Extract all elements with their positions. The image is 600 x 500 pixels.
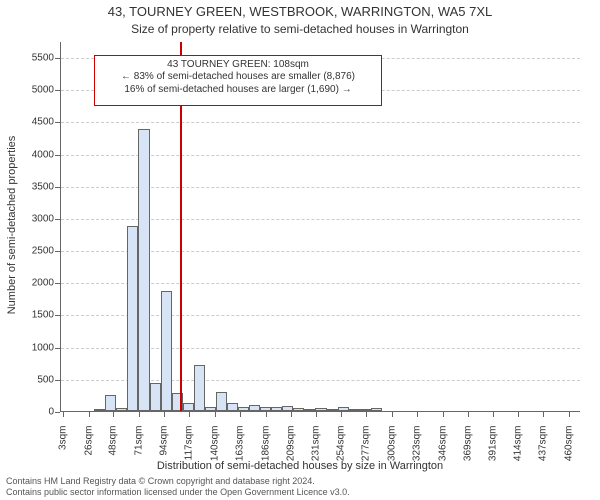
histogram-bar <box>138 129 149 411</box>
xtick-mark <box>189 412 190 417</box>
chart-title-sub: Size of property relative to semi-detach… <box>0 22 600 36</box>
ytick-mark <box>55 155 60 156</box>
ytick-label: 4500 <box>4 117 54 128</box>
xtick-mark <box>316 412 317 417</box>
histogram-bar <box>282 406 293 411</box>
histogram-bar <box>150 383 161 411</box>
histogram-bar <box>304 409 315 411</box>
ytick-label: 2000 <box>4 278 54 289</box>
ytick-mark <box>55 283 60 284</box>
ytick-label: 4000 <box>4 149 54 160</box>
histogram-bar <box>183 403 194 411</box>
histogram-bar <box>161 291 172 411</box>
footer-line-1: Contains HM Land Registry data © Crown c… <box>6 476 350 487</box>
ytick-label: 5500 <box>4 53 54 64</box>
histogram-bar <box>227 403 238 411</box>
histogram-bar <box>260 407 271 411</box>
ytick-mark <box>55 251 60 252</box>
histogram-bar <box>327 409 338 411</box>
ytick-mark <box>55 348 60 349</box>
histogram-bar <box>205 407 216 411</box>
histogram-bar <box>338 407 349 412</box>
ytick-mark <box>55 187 60 188</box>
histogram-bar <box>116 408 127 411</box>
xtick-mark <box>468 412 469 417</box>
xtick-mark <box>543 412 544 417</box>
ytick-label: 3000 <box>4 213 54 224</box>
ytick-mark <box>55 412 60 413</box>
xtick-mark <box>341 412 342 417</box>
histogram-bar <box>315 408 326 411</box>
ytick-mark <box>55 90 60 91</box>
annotation-line-3: 16% of semi-detached houses are larger (… <box>101 84 375 97</box>
histogram-bar <box>249 405 260 411</box>
xtick-mark <box>392 412 393 417</box>
annotation-box: 43 TOURNEY GREEN: 108sqm← 83% of semi-de… <box>94 55 382 106</box>
x-axis-label: Distribution of semi-detached houses by … <box>0 460 600 472</box>
plot-area: 43 TOURNEY GREEN: 108sqm← 83% of semi-de… <box>60 42 580 412</box>
histogram-bar <box>271 407 282 411</box>
ytick-mark <box>55 380 60 381</box>
xtick-mark <box>291 412 292 417</box>
ytick-mark <box>55 315 60 316</box>
histogram-bar <box>293 408 304 411</box>
xtick-mark <box>569 412 570 417</box>
ytick-mark <box>55 219 60 220</box>
xtick-mark <box>366 412 367 417</box>
footer-attribution: Contains HM Land Registry data © Crown c… <box>6 476 350 498</box>
xtick-mark <box>89 412 90 417</box>
xtick-mark <box>493 412 494 417</box>
histogram-bar <box>127 226 138 411</box>
xtick-mark <box>164 412 165 417</box>
ytick-label: 500 <box>4 374 54 385</box>
ytick-label: 2500 <box>4 246 54 257</box>
chart-title-main: 43, TOURNEY GREEN, WESTBROOK, WARRINGTON… <box>0 4 600 19</box>
xtick-mark <box>113 412 114 417</box>
ytick-label: 5000 <box>4 85 54 96</box>
ytick-mark <box>55 122 60 123</box>
footer-line-2: Contains public sector information licen… <box>6 487 350 498</box>
gridline-h <box>61 122 580 123</box>
xtick-mark <box>266 412 267 417</box>
histogram-bar <box>194 365 205 411</box>
histogram-bar <box>105 395 116 411</box>
histogram-bar <box>371 408 382 411</box>
chart-root: 43, TOURNEY GREEN, WESTBROOK, WARRINGTON… <box>0 0 600 500</box>
ytick-mark <box>55 58 60 59</box>
histogram-bar <box>360 409 371 411</box>
histogram-bar <box>216 392 227 411</box>
xtick-mark <box>63 412 64 417</box>
annotation-line-1: 43 TOURNEY GREEN: 108sqm <box>101 59 375 72</box>
ytick-label: 1500 <box>4 310 54 321</box>
xtick-mark <box>417 412 418 417</box>
xtick-mark <box>139 412 140 417</box>
xtick-mark <box>215 412 216 417</box>
histogram-bar <box>238 407 249 411</box>
histogram-bar <box>94 409 105 411</box>
annotation-line-2: ← 83% of semi-detached houses are smalle… <box>101 71 375 84</box>
ytick-label: 1000 <box>4 342 54 353</box>
xtick-mark <box>443 412 444 417</box>
ytick-label: 3500 <box>4 181 54 192</box>
ytick-label: 0 <box>4 407 54 418</box>
histogram-bar <box>349 409 360 411</box>
xtick-mark <box>518 412 519 417</box>
xtick-mark <box>240 412 241 417</box>
